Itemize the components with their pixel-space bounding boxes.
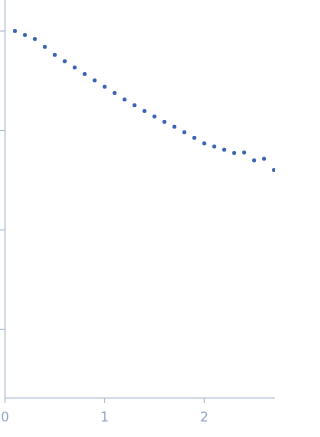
data-point	[162, 119, 167, 124]
data-point	[222, 147, 227, 152]
x-tick-label: 2	[200, 411, 208, 426]
data-point	[192, 135, 197, 140]
data-point	[82, 71, 87, 76]
data-point	[42, 44, 47, 49]
data-point	[12, 29, 17, 34]
data-point	[142, 108, 147, 113]
data-point	[252, 158, 257, 163]
data-point	[52, 52, 57, 57]
data-point	[132, 103, 137, 108]
data-point	[232, 150, 237, 155]
data-point	[152, 114, 157, 119]
data-point	[102, 84, 107, 89]
data-point	[22, 32, 27, 37]
x-tick-label: 0	[1, 411, 9, 426]
data-point	[112, 91, 117, 96]
data-point	[212, 144, 217, 149]
data-point	[92, 78, 97, 83]
data-point	[122, 97, 127, 102]
data-point	[62, 59, 67, 64]
data-point	[72, 65, 77, 70]
data-point	[242, 150, 247, 155]
x-tick-label: 1	[100, 411, 108, 426]
chart: 0 1 2	[0, 0, 275, 426]
data-point	[32, 36, 37, 41]
data-point	[182, 130, 187, 135]
data-point	[172, 124, 177, 129]
data-point	[202, 141, 207, 146]
data-point	[272, 168, 275, 173]
page: {"chart_data": {"type": "scatter", "log_…	[0, 0, 275, 426]
data-point	[262, 156, 267, 161]
